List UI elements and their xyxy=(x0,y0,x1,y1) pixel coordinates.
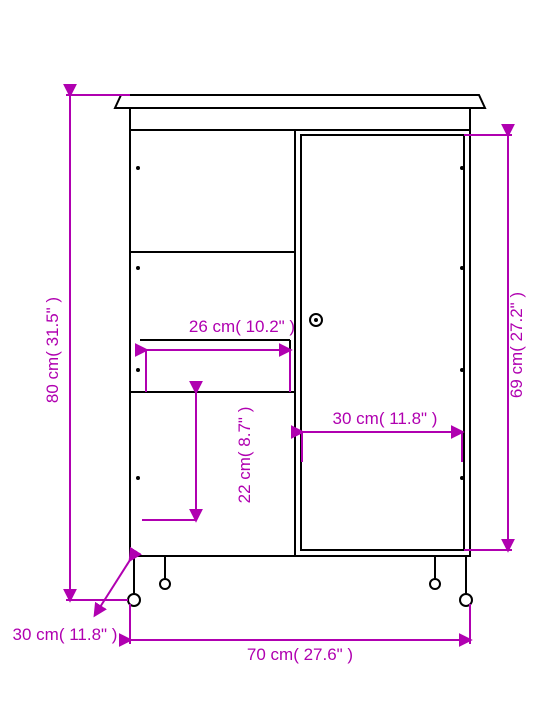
dim-door-30: 30 cm( 11.8" ) xyxy=(333,409,438,428)
dim-width-70: 70 cm( 27.6" ) xyxy=(247,645,353,664)
dim-shelf-22: 22 cm( 8.7" ) xyxy=(235,407,254,504)
dim-height-80: 80 cm( 31.5" ) xyxy=(43,297,62,403)
dim-shelf-26: 26 cm( 10.2" ) xyxy=(189,317,295,336)
dimension-diagram: 80 cm( 31.5" ) 69 cm( 27.2" ) 70 cm( 27.6"… xyxy=(0,0,540,720)
dim-depth-30: 30 cm( 11.8" ) xyxy=(13,625,118,644)
dim-height-69: 69 cm( 27.2" ) xyxy=(507,292,526,398)
dimensions xyxy=(66,95,512,644)
